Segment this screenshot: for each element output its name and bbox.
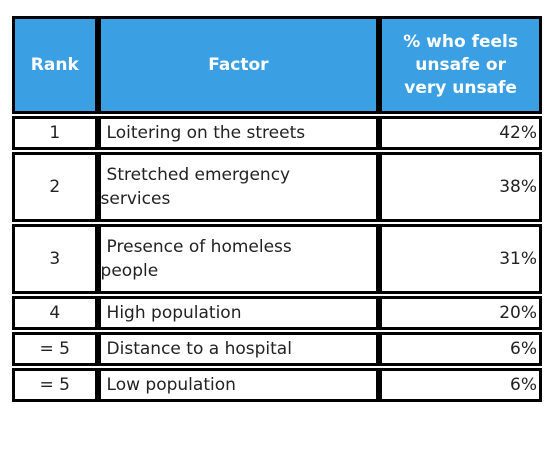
header-factor-label: Factor (208, 54, 269, 75)
factor-cell: Loitering on the streets (97, 116, 380, 150)
table-body: 1 Loitering on the streets 42% 2 Stretch… (12, 116, 542, 402)
rank-cell: 4 (12, 296, 98, 330)
header-rank-label: Rank (30, 54, 79, 75)
header-percent: % who feels unsafe or very unsafe (379, 16, 542, 114)
factor-text-line2: services (100, 189, 171, 209)
table-row: 4 High population 20% (12, 296, 542, 330)
header-factor: Factor (97, 16, 380, 114)
factor-cell: Distance to a hospital (97, 332, 380, 366)
rank-cell: = 5 (12, 368, 98, 402)
factor-cell: Low population (97, 368, 380, 402)
table-row: 2 Stretched emergency services 38% (12, 152, 542, 222)
percent-cell: 20% (379, 296, 542, 330)
factor-text-line1: Stretched emergency (106, 165, 291, 185)
header-percent-line2: unsafe or (415, 54, 506, 75)
percent-cell: 6% (379, 368, 542, 402)
header-rank: Rank (12, 16, 98, 114)
factor-cell: High population (97, 296, 380, 330)
table-row: = 5 Low population 6% (12, 368, 542, 402)
rank-cell: 3 (12, 224, 98, 294)
table-row: 1 Loitering on the streets 42% (12, 116, 542, 150)
factor-text-line1: Presence of homeless (106, 237, 292, 257)
rank-cell: = 5 (12, 332, 98, 366)
factor-cell: Presence of homeless people (97, 224, 380, 294)
factor-text: Loitering on the streets (106, 123, 306, 143)
rank-cell: 1 (12, 116, 98, 150)
factor-text: Distance to a hospital (106, 339, 292, 359)
factor-cell: Stretched emergency services (97, 152, 380, 222)
ranking-table: Rank Factor % who feels unsafe or very u… (12, 14, 542, 404)
percent-cell: 38% (379, 152, 542, 222)
factor-text: Low population (106, 375, 236, 395)
table-row: 3 Presence of homeless people 31% (12, 224, 542, 294)
header-row: Rank Factor % who feels unsafe or very u… (12, 16, 542, 114)
factor-text: High population (106, 303, 242, 323)
factor-text-line2: people (100, 261, 159, 281)
percent-cell: 6% (379, 332, 542, 366)
table-header: Rank Factor % who feels unsafe or very u… (12, 16, 542, 114)
percent-cell: 42% (379, 116, 542, 150)
header-percent-line1: % who feels (403, 31, 518, 52)
table-row: = 5 Distance to a hospital 6% (12, 332, 542, 366)
percent-cell: 31% (379, 224, 542, 294)
header-percent-line3: very unsafe (404, 77, 517, 98)
rank-cell: 2 (12, 152, 98, 222)
